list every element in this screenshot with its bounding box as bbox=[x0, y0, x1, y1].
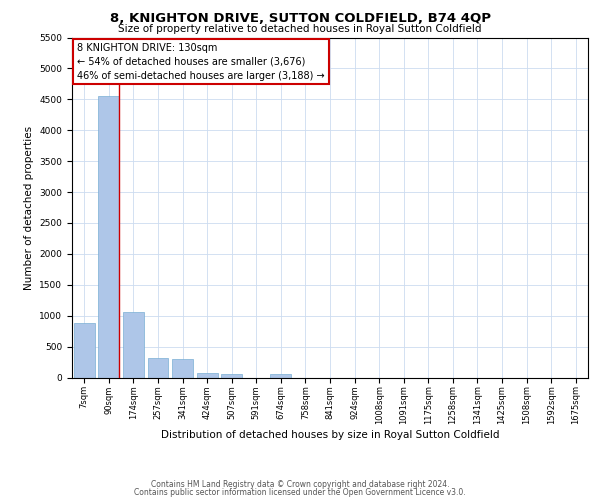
Text: Contains HM Land Registry data © Crown copyright and database right 2024.: Contains HM Land Registry data © Crown c… bbox=[151, 480, 449, 489]
Text: Size of property relative to detached houses in Royal Sutton Coldfield: Size of property relative to detached ho… bbox=[118, 24, 482, 34]
Bar bbox=[172, 358, 193, 378]
Bar bbox=[197, 373, 218, 378]
Bar bbox=[123, 312, 144, 378]
Text: Contains public sector information licensed under the Open Government Licence v3: Contains public sector information licen… bbox=[134, 488, 466, 497]
Bar bbox=[74, 323, 95, 378]
X-axis label: Distribution of detached houses by size in Royal Sutton Coldfield: Distribution of detached houses by size … bbox=[161, 430, 499, 440]
Bar bbox=[271, 374, 292, 378]
Bar bbox=[98, 96, 119, 378]
Bar bbox=[221, 374, 242, 378]
Text: 8, KNIGHTON DRIVE, SUTTON COLDFIELD, B74 4QP: 8, KNIGHTON DRIVE, SUTTON COLDFIELD, B74… bbox=[110, 12, 491, 26]
Bar bbox=[148, 358, 169, 378]
Text: 8 KNIGHTON DRIVE: 130sqm
← 54% of detached houses are smaller (3,676)
46% of sem: 8 KNIGHTON DRIVE: 130sqm ← 54% of detach… bbox=[77, 42, 325, 80]
Y-axis label: Number of detached properties: Number of detached properties bbox=[24, 126, 34, 290]
